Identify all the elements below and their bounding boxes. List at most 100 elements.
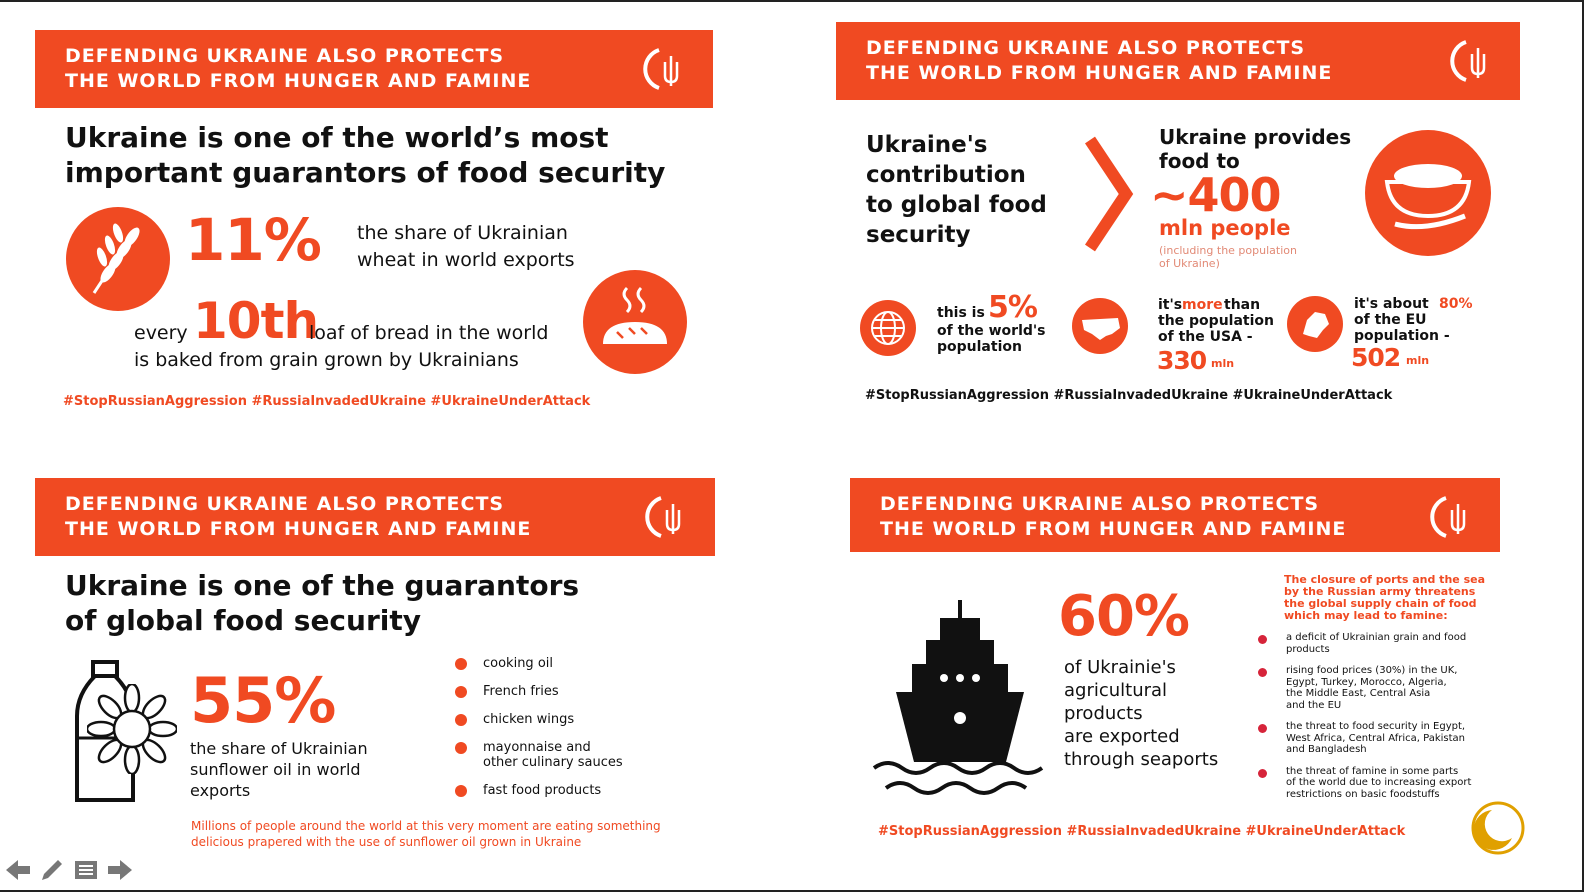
globe-icon <box>871 311 905 345</box>
eu-pct: 80% <box>1439 296 1473 312</box>
bullet-dot-icon <box>455 686 467 698</box>
list-item: fast food products <box>455 783 623 798</box>
bullet-dot-icon <box>455 742 467 754</box>
list-item-text: the threat of famine in some parts of th… <box>1286 765 1472 800</box>
list-item-text: mayonnaise and other culinary sauces <box>483 740 623 770</box>
banner: DEFENDING UKRAINE ALSO PROTECTS THE WORL… <box>836 22 1520 100</box>
trident-logo-icon <box>645 496 681 538</box>
list-item: the threat to food security in Egypt, We… <box>1258 721 1471 756</box>
list-item: mayonnaise and other culinary sauces <box>455 740 623 770</box>
contribution-heading: Ukraine's contribution to global food se… <box>866 132 1047 248</box>
trident-logo-icon <box>643 48 679 90</box>
list-item: a deficit of Ukrainian grain and food pr… <box>1258 632 1471 655</box>
usa-text-1: it's <box>1158 297 1183 313</box>
europe-map-icon <box>1303 312 1329 338</box>
footer-note: Millions of people around the world at t… <box>191 819 661 849</box>
grain-bowl-circle <box>1365 130 1491 256</box>
menu-icon[interactable] <box>72 856 100 884</box>
usa-map-icon <box>1082 318 1120 340</box>
stat-55-percent: 55% <box>190 664 336 737</box>
bullet-dot-icon <box>1258 724 1267 733</box>
banner-title: DEFENDING UKRAINE ALSO PROTECTS THE WORL… <box>65 45 532 92</box>
stat-10th: 10th <box>193 292 319 350</box>
banner-title: DEFENDING UKRAINE ALSO PROTECTS THE WORL… <box>880 493 1347 540</box>
card-seaports: DEFENDING UKRAINE ALSO PROTECTS THE WORL… <box>850 478 1540 858</box>
bread-icon <box>603 286 667 344</box>
usa-text-2: than the population of the USA - <box>1158 297 1274 345</box>
threat-heading: The closure of ports and the sea by the … <box>1284 573 1485 622</box>
stat-60-percent: 60% <box>1058 584 1190 649</box>
card-wheat: DEFENDING UKRAINE ALSO PROTECTS THE WORL… <box>35 30 715 420</box>
forward-arrow-icon[interactable] <box>106 856 134 884</box>
stat-400-note: (including the population of Ukraine) <box>1159 244 1297 270</box>
stat-330-unit: mln <box>1211 357 1235 370</box>
stat-10th-text-1: loaf of bread in the world <box>309 322 549 344</box>
list-item: rising food prices (30%) in the UK, Egyp… <box>1258 665 1471 711</box>
bullet-dot-icon <box>1258 768 1267 778</box>
stat-400-unit: mln people <box>1159 216 1291 240</box>
card-population: DEFENDING UKRAINE ALSO PROTECTS THE WORL… <box>836 22 1526 422</box>
stat-55-text: the share of Ukrainian sunflower oil in … <box>190 739 368 800</box>
stat-10th-text-2: is baked from grain grown by Ukrainians <box>134 349 519 371</box>
bullet-dot-icon <box>1258 668 1267 677</box>
wheat-circle <box>66 207 170 311</box>
list-item-text: a deficit of Ukrainian grain and food pr… <box>1286 632 1467 655</box>
list-item-text: fast food products <box>483 783 602 798</box>
card-heading: Ukraine is one of the guarantors of glob… <box>65 569 580 637</box>
usa-circle <box>1072 298 1128 354</box>
moon-logo-icon <box>1471 801 1525 855</box>
top-border <box>0 0 1584 2</box>
ship-icon <box>872 600 1044 795</box>
grain-bowl-icon <box>1384 164 1472 230</box>
stat-502-unit: mln <box>1406 354 1430 367</box>
banner: DEFENDING UKRAINE ALSO PROTECTS THE WORL… <box>850 478 1500 552</box>
slide-nav <box>4 856 134 884</box>
list-item-text: the threat to food security in Egypt, We… <box>1286 721 1466 755</box>
sunflower-icon <box>87 684 177 774</box>
banner-title: DEFENDING UKRAINE ALSO PROTECTS THE WORL… <box>866 37 1333 84</box>
world-text-2: of the world's population <box>937 323 1046 355</box>
list-item: cooking oil <box>455 656 623 671</box>
list-item-text: chicken wings <box>483 712 575 727</box>
hashtags: #StopRussianAggression #RussiaInvadedUkr… <box>878 824 1406 839</box>
list-item-text: rising food prices (30%) in the UK, Egyp… <box>1286 665 1458 711</box>
hashtags: #StopRussianAggression #RussiaInvadedUkr… <box>865 388 1393 403</box>
eu-circle <box>1287 296 1343 352</box>
bullet-dot-icon <box>455 714 467 726</box>
stat-11-percent: 11% <box>185 206 322 274</box>
eu-text-1: it's about <box>1354 296 1429 312</box>
list-item-text: French fries <box>483 684 559 699</box>
list-item: the threat of famine in some parts of th… <box>1258 766 1471 801</box>
list-item: French fries <box>455 684 623 699</box>
banner: DEFENDING UKRAINE ALSO PROTECTS THE WORL… <box>35 478 715 556</box>
stat-502: 502 <box>1351 343 1401 372</box>
bottom-border <box>0 890 1584 892</box>
every-text: every <box>134 322 188 344</box>
stat-60-text: of Ukrainie's agricultural products are … <box>1064 657 1219 770</box>
threat-list: a deficit of Ukrainian grain and food pr… <box>1258 632 1471 800</box>
wheat-icon <box>92 223 140 294</box>
card-sunflower: DEFENDING UKRAINE ALSO PROTECTS THE WORL… <box>35 478 725 858</box>
banner-title: DEFENDING UKRAINE ALSO PROTECTS THE WORL… <box>65 493 532 540</box>
back-arrow-icon[interactable] <box>4 856 32 884</box>
world-text: this is <box>937 305 985 321</box>
provides-text: Ukraine provides food to <box>1159 125 1352 173</box>
trident-logo-icon <box>1450 40 1486 82</box>
bullet-dot-icon <box>455 658 467 670</box>
hashtags: #StopRussianAggression #RussiaInvadedUkr… <box>63 394 591 409</box>
chevron-right-icon <box>1085 136 1134 252</box>
stat-5-percent: 5% <box>988 290 1038 325</box>
banner: DEFENDING UKRAINE ALSO PROTECTS THE WORL… <box>35 30 713 108</box>
trident-logo-icon <box>1430 496 1466 538</box>
pen-icon[interactable] <box>38 856 66 884</box>
globe-circle <box>860 300 916 356</box>
bullet-dot-icon <box>1258 635 1267 644</box>
list-item-text: cooking oil <box>483 656 553 671</box>
list-item: chicken wings <box>455 712 623 727</box>
sunflower-uses-list: cooking oil French fries chicken wings mayo… <box>455 656 623 798</box>
stat-400: ~400 <box>1150 168 1282 222</box>
stat-330: 330 <box>1157 346 1207 375</box>
card-heading: Ukraine is one of the world’s most impor… <box>65 121 666 189</box>
right-border <box>1582 0 1584 892</box>
bullet-dot-icon <box>455 785 467 797</box>
